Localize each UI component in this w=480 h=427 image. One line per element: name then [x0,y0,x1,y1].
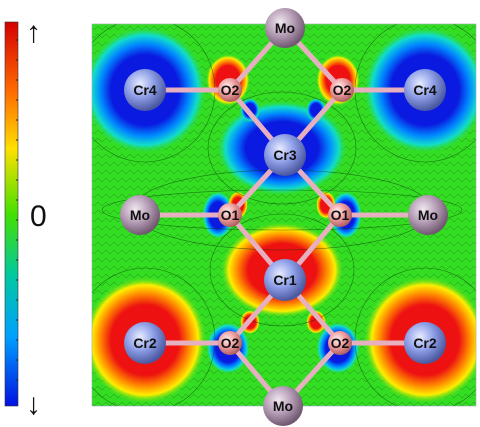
atom-cr2-right: Cr2 [404,322,446,364]
svg-text:O2: O2 [331,335,350,351]
svg-text:O1: O1 [331,207,350,223]
atom-cr2-left: Cr2 [124,322,166,364]
atom-cr4-left: Cr4 [124,69,166,111]
svg-text:O2: O2 [221,82,240,98]
svg-text:Mo: Mo [418,207,438,223]
zero-label: 0 [30,200,47,233]
atom-cr1: Cr1 [264,259,306,301]
svg-text:Cr4: Cr4 [413,82,437,98]
atom-o1-right: O1 [328,203,352,227]
svg-text:Mo: Mo [273,398,293,414]
atom-mo-top: Mo [265,8,305,48]
atom-mo-left: Mo [120,195,160,235]
atom-o2-top-right: O2 [330,78,354,102]
svg-text:Cr2: Cr2 [413,335,437,351]
atom-o2-top-left: O2 [218,78,242,102]
down-arrow-icon: ↓ [26,388,41,421]
atom-cr3: Cr3 [264,134,306,176]
svg-text:Mo: Mo [275,20,295,36]
svg-text:Cr2: Cr2 [133,335,157,351]
atom-cr4-right: Cr4 [404,69,446,111]
color-scale-bar [4,21,19,407]
up-arrow-icon: ↑ [26,16,41,49]
atom-o1-left: O1 [218,203,242,227]
svg-text:Cr1: Cr1 [273,272,297,288]
atom-o2-bottom-left: O2 [218,331,242,355]
atom-o2-bottom-right: O2 [328,331,352,355]
svg-text:Cr3: Cr3 [273,147,297,163]
svg-text:Cr4: Cr4 [133,82,157,98]
atom-mo-right: Mo [408,195,448,235]
svg-text:O2: O2 [333,82,352,98]
svg-text:Mo: Mo [130,207,150,223]
color-scale: ↑ 0 ↓ [4,16,47,421]
atom-mo-bottom: Mo [263,386,303,426]
svg-text:O1: O1 [221,207,240,223]
atoms: Mo Cr4 O2 O2 Cr4 Cr3 Mo O1 [120,8,448,426]
svg-text:O2: O2 [221,335,240,351]
